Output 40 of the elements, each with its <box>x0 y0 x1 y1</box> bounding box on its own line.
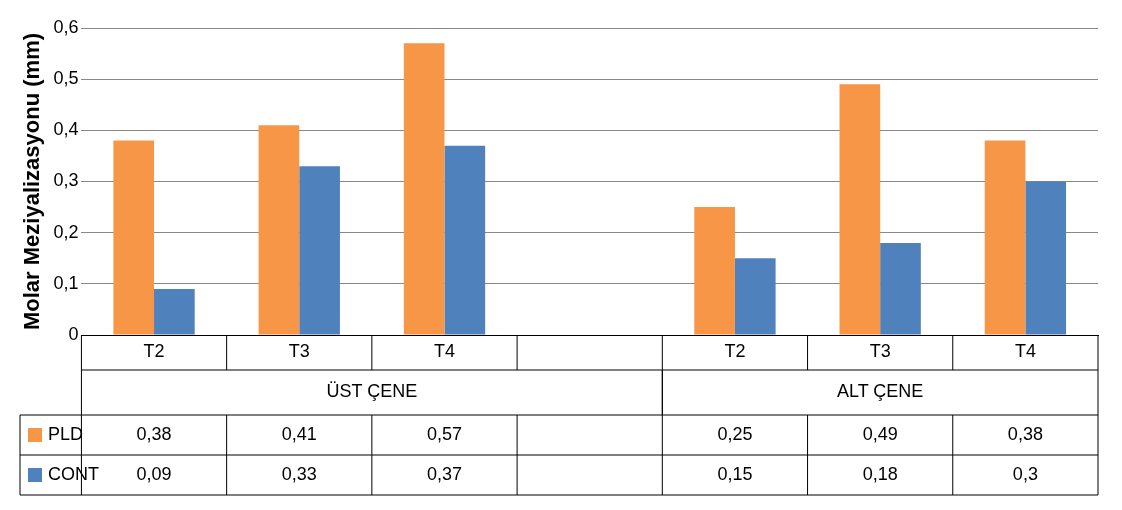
y-tick-label: 0,2 <box>53 221 79 242</box>
text: ÜST ÇENE <box>326 381 418 402</box>
bar <box>113 140 155 335</box>
data-label: 0,15 <box>717 463 753 484</box>
x-tick-label: T3 <box>288 341 310 362</box>
x-tick-label: T4 <box>433 341 455 362</box>
y-tick-label: 0,3 <box>53 170 79 191</box>
bar <box>984 140 1026 335</box>
x-tick-label: T3 <box>869 341 891 362</box>
y-tick-label: 0,5 <box>53 68 79 89</box>
y-tick-label: 0,6 <box>53 16 79 37</box>
data-label: 0,37 <box>426 463 463 484</box>
y-tick-label: 0 <box>68 323 79 344</box>
bar <box>694 207 735 335</box>
bar <box>299 166 340 335</box>
data-label: 0,49 <box>862 423 898 444</box>
y-tick-label: 0,4 <box>53 119 79 140</box>
data-label: 0,57 <box>426 423 463 444</box>
x-tick-label: T4 <box>1014 341 1036 362</box>
bar <box>1025 181 1067 335</box>
data-label: 0,3 <box>1012 463 1038 484</box>
data-label: 0,38 <box>136 423 172 444</box>
bar <box>403 43 445 335</box>
y-tick-label: 0,1 <box>53 272 79 293</box>
data-label: 0,25 <box>717 423 753 444</box>
bar <box>154 288 195 335</box>
text: ALT ÇENE <box>836 381 924 402</box>
x-tick-label: T2 <box>143 341 165 362</box>
data-label: 0,41 <box>281 423 317 444</box>
bar <box>258 125 300 335</box>
data-label: 0,18 <box>862 463 898 484</box>
bar <box>734 258 776 335</box>
bar <box>839 84 881 335</box>
data-label: 0,33 <box>281 463 317 484</box>
bar <box>880 242 921 335</box>
data-label: 0,09 <box>136 463 172 484</box>
y-axis-title: Molar Meziyalizasyonu (mm) <box>19 32 45 331</box>
bar <box>444 145 486 335</box>
data-label: 0,38 <box>1007 423 1043 444</box>
x-tick-label: T2 <box>724 341 746 362</box>
